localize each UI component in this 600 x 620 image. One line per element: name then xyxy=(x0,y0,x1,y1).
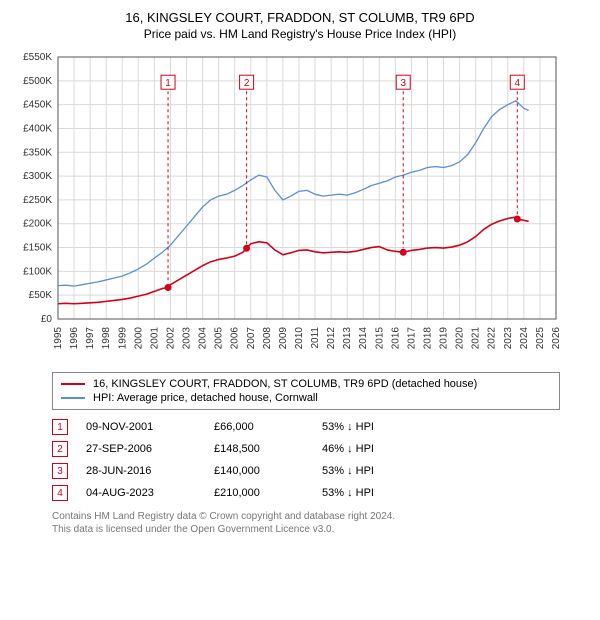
svg-text:2001: 2001 xyxy=(149,327,160,350)
svg-text:2021: 2021 xyxy=(471,327,482,350)
svg-text:2026: 2026 xyxy=(551,327,562,350)
sale-diff: 53% ↓ HPI xyxy=(322,487,412,499)
sale-date: 28-JUN-2016 xyxy=(86,465,196,477)
svg-text:2000: 2000 xyxy=(133,327,144,350)
svg-text:1996: 1996 xyxy=(69,327,80,350)
svg-text:£450K: £450K xyxy=(23,100,52,111)
attribution-line: This data is licensed under the Open Gov… xyxy=(52,523,560,536)
svg-text:2: 2 xyxy=(244,78,250,89)
table-row: 1 09-NOV-2001 £66,000 53% ↓ HPI xyxy=(52,416,560,438)
svg-text:1: 1 xyxy=(165,78,171,89)
svg-text:2016: 2016 xyxy=(390,327,401,350)
svg-text:£550K: £550K xyxy=(23,52,52,63)
sale-price: £210,000 xyxy=(214,487,304,499)
svg-text:3: 3 xyxy=(400,78,406,89)
legend-label: 16, KINGSLEY COURT, FRADDON, ST COLUMB, … xyxy=(93,378,477,390)
legend: 16, KINGSLEY COURT, FRADDON, ST COLUMB, … xyxy=(52,372,560,410)
svg-text:2008: 2008 xyxy=(262,327,273,350)
svg-text:2018: 2018 xyxy=(422,327,433,350)
svg-text:2010: 2010 xyxy=(294,327,305,350)
svg-text:2023: 2023 xyxy=(503,327,514,350)
svg-text:2011: 2011 xyxy=(310,327,321,349)
svg-text:2005: 2005 xyxy=(214,327,225,350)
sale-diff: 46% ↓ HPI xyxy=(322,443,412,455)
sale-price: £140,000 xyxy=(214,465,304,477)
svg-text:2003: 2003 xyxy=(182,327,193,350)
svg-text:2009: 2009 xyxy=(278,327,289,350)
chart-area: £0 £50K £100K £150K £200K £250K £300K £350K £400… xyxy=(10,49,590,364)
table-row: 3 28-JUN-2016 £140,000 53% ↓ HPI xyxy=(52,460,560,482)
svg-text:2013: 2013 xyxy=(342,327,353,350)
sale-diff: 53% ↓ HPI xyxy=(322,421,412,433)
svg-text:£200K: £200K xyxy=(23,219,52,230)
sale-marker: 1 xyxy=(52,419,68,435)
svg-text:2012: 2012 xyxy=(326,327,337,350)
sale-marker: 3 xyxy=(52,463,68,479)
svg-text:£300K: £300K xyxy=(23,171,52,182)
sale-date: 04-AUG-2023 xyxy=(86,487,196,499)
svg-text:2024: 2024 xyxy=(519,327,530,350)
chart-subtitle: Price paid vs. HM Land Registry's House … xyxy=(10,27,590,41)
svg-text:2014: 2014 xyxy=(358,327,369,350)
sale-diff: 53% ↓ HPI xyxy=(322,465,412,477)
svg-text:£50K: £50K xyxy=(29,290,53,301)
attribution: Contains HM Land Registry data © Crown c… xyxy=(52,510,560,536)
line-chart: £0 £50K £100K £150K £200K £250K £300K £350K £400… xyxy=(10,49,570,359)
sale-date: 09-NOV-2001 xyxy=(86,421,196,433)
sale-marker: 4 xyxy=(52,485,68,501)
svg-text:2002: 2002 xyxy=(165,327,176,350)
sales-table: 1 09-NOV-2001 £66,000 53% ↓ HPI 2 27-SEP-2006… xyxy=(52,416,560,504)
svg-text:2025: 2025 xyxy=(535,327,546,350)
table-row: 4 04-AUG-2023 £210,000 53% ↓ HPI xyxy=(52,482,560,504)
svg-text:2022: 2022 xyxy=(487,327,498,350)
svg-text:2015: 2015 xyxy=(374,327,385,350)
chart-title: 16, KINGSLEY COURT, FRADDON, ST COLUMB, … xyxy=(10,10,590,25)
svg-text:2004: 2004 xyxy=(198,327,209,350)
svg-text:£400K: £400K xyxy=(23,123,52,134)
svg-text:£250K: £250K xyxy=(23,195,52,206)
legend-swatch xyxy=(61,397,85,399)
sale-price: £148,500 xyxy=(214,443,304,455)
svg-text:£500K: £500K xyxy=(23,76,52,87)
legend-swatch xyxy=(61,383,85,385)
svg-text:2017: 2017 xyxy=(406,327,417,350)
svg-text:1995: 1995 xyxy=(53,327,64,350)
svg-text:1999: 1999 xyxy=(117,327,128,350)
legend-item: HPI: Average price, detached house, Corn… xyxy=(61,391,551,405)
svg-text:£150K: £150K xyxy=(23,243,52,254)
sale-price: £66,000 xyxy=(214,421,304,433)
svg-text:4: 4 xyxy=(515,78,521,89)
sale-date: 27-SEP-2006 xyxy=(86,443,196,455)
svg-text:2007: 2007 xyxy=(246,327,257,350)
svg-text:2020: 2020 xyxy=(455,327,466,350)
sale-marker: 2 xyxy=(52,441,68,457)
table-row: 2 27-SEP-2006 £148,500 46% ↓ HPI xyxy=(52,438,560,460)
attribution-line: Contains HM Land Registry data © Crown c… xyxy=(52,510,560,523)
page-container: 16, KINGSLEY COURT, FRADDON, ST COLUMB, … xyxy=(0,0,600,546)
svg-text:2019: 2019 xyxy=(439,327,450,350)
legend-item: 16, KINGSLEY COURT, FRADDON, ST COLUMB, … xyxy=(61,377,551,391)
legend-label: HPI: Average price, detached house, Corn… xyxy=(93,392,318,404)
svg-text:1997: 1997 xyxy=(85,327,96,350)
svg-text:£0: £0 xyxy=(41,314,53,325)
svg-text:2006: 2006 xyxy=(230,327,241,350)
svg-text:1998: 1998 xyxy=(101,327,112,350)
svg-text:£350K: £350K xyxy=(23,147,52,158)
svg-text:£100K: £100K xyxy=(23,266,52,277)
